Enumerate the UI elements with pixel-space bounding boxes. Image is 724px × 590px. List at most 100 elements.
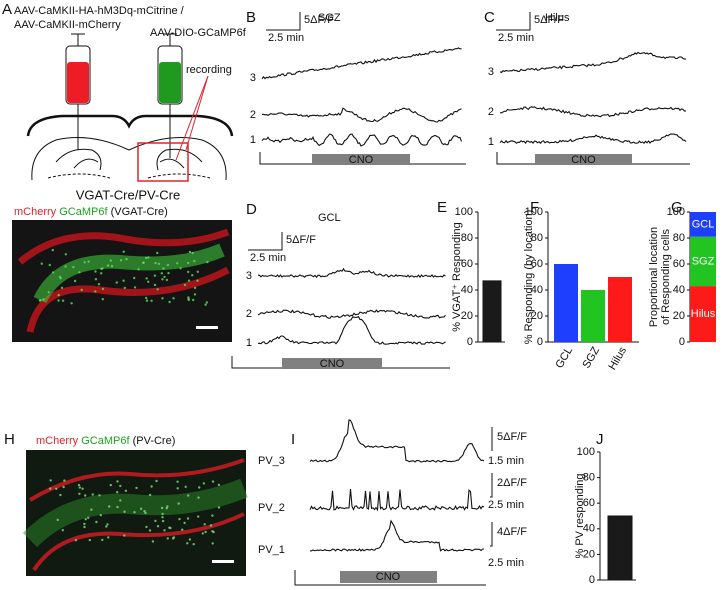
cell [94,278,98,281]
trace [309,519,485,552]
cell [124,489,128,492]
bar [554,264,578,342]
cell [56,518,59,522]
cell [151,540,155,543]
trace-label: 2 [246,308,252,320]
cell [211,530,214,533]
cell [156,251,159,255]
cno-bar [535,154,632,165]
trace [261,107,462,123]
cell [168,300,171,304]
scale-y: 5ΔF/F [534,14,564,26]
y-tick-label: 60 [461,258,473,270]
cell [145,277,148,280]
cell [142,261,145,264]
legend: mCherry GCaMP6f (VGAT-Cre) [14,206,168,218]
scale-x: 2.5 min [250,252,286,264]
trace [500,106,687,118]
panel-label: J [596,431,604,448]
y-tick-label: 40 [673,284,685,296]
cell [183,283,187,287]
y-axis-label: % Responding (by location) [523,210,535,345]
cell [156,288,159,291]
segment-label: Hilus [691,308,716,320]
trace [257,315,446,345]
cell [90,508,93,511]
scale-y: 4ΔF/F [497,526,527,538]
panel-label: D [246,201,257,218]
cell [83,261,86,264]
cell [108,505,111,508]
cell [176,480,179,483]
cell [61,529,64,532]
cell [161,519,165,523]
cell [166,537,169,540]
y-tick-label: 40 [531,284,543,296]
cell [99,514,103,517]
cell [78,492,81,495]
cno-label: CNO [571,154,596,166]
trace-label: PV_1 [258,544,285,556]
cell [83,522,86,526]
cell [87,516,90,519]
cell [202,482,206,485]
cell [176,487,179,490]
cell [94,290,97,293]
pointer [175,75,209,161]
panel-label: E [437,199,447,216]
y-axis-label: Proportional location [648,227,660,327]
cell [97,283,101,286]
y-axis-label: % PV responding [574,474,586,559]
cell [47,291,50,294]
scale-y: 5ΔF/F [286,234,316,246]
cell [161,278,164,281]
cell [148,529,152,532]
trace [261,47,462,80]
cell [119,484,122,488]
y-tick-label: 60 [673,258,685,270]
trace [261,133,463,147]
cell [155,479,158,483]
bar-segment [690,212,716,237]
cell [88,538,92,542]
y-tick-label: 80 [461,232,473,244]
cell [123,510,126,513]
cell [106,523,109,526]
panel-label: A [2,1,12,18]
virus-text: AAV-CaMKII-mCherry [14,19,121,31]
mouse-lines: VGAT-Cre/PV-Cre [76,187,181,202]
micrograph [22,450,248,576]
y-axis-label: of Responding cells [660,229,672,326]
cell [161,297,164,300]
cell [81,487,84,490]
pointer [185,75,209,151]
bar-segment [690,236,716,287]
cell [95,520,98,524]
scale-bar [490,522,493,547]
cell [145,256,148,260]
cell [61,299,65,302]
micrograph [12,220,232,342]
cell [156,525,160,528]
cell [187,298,190,302]
y-tick-label: 0 [537,336,543,348]
y-tick-label: 60 [583,497,595,509]
cell [119,259,123,262]
y-tick-label: 20 [583,548,595,560]
cell [72,265,75,269]
cell [139,507,143,510]
cell [100,267,103,271]
y-axis-label: % VGAT⁺ Responding [451,222,463,332]
cell [153,274,157,277]
cell [49,487,52,490]
cell [162,267,165,270]
y-tick-label: 0 [589,574,595,586]
cell [168,526,171,529]
legend-red: mCherry [14,206,57,218]
cell [192,298,195,302]
cell [196,270,199,273]
cell [74,539,78,542]
cell [55,487,58,490]
cell [109,483,113,487]
cell [101,538,104,542]
